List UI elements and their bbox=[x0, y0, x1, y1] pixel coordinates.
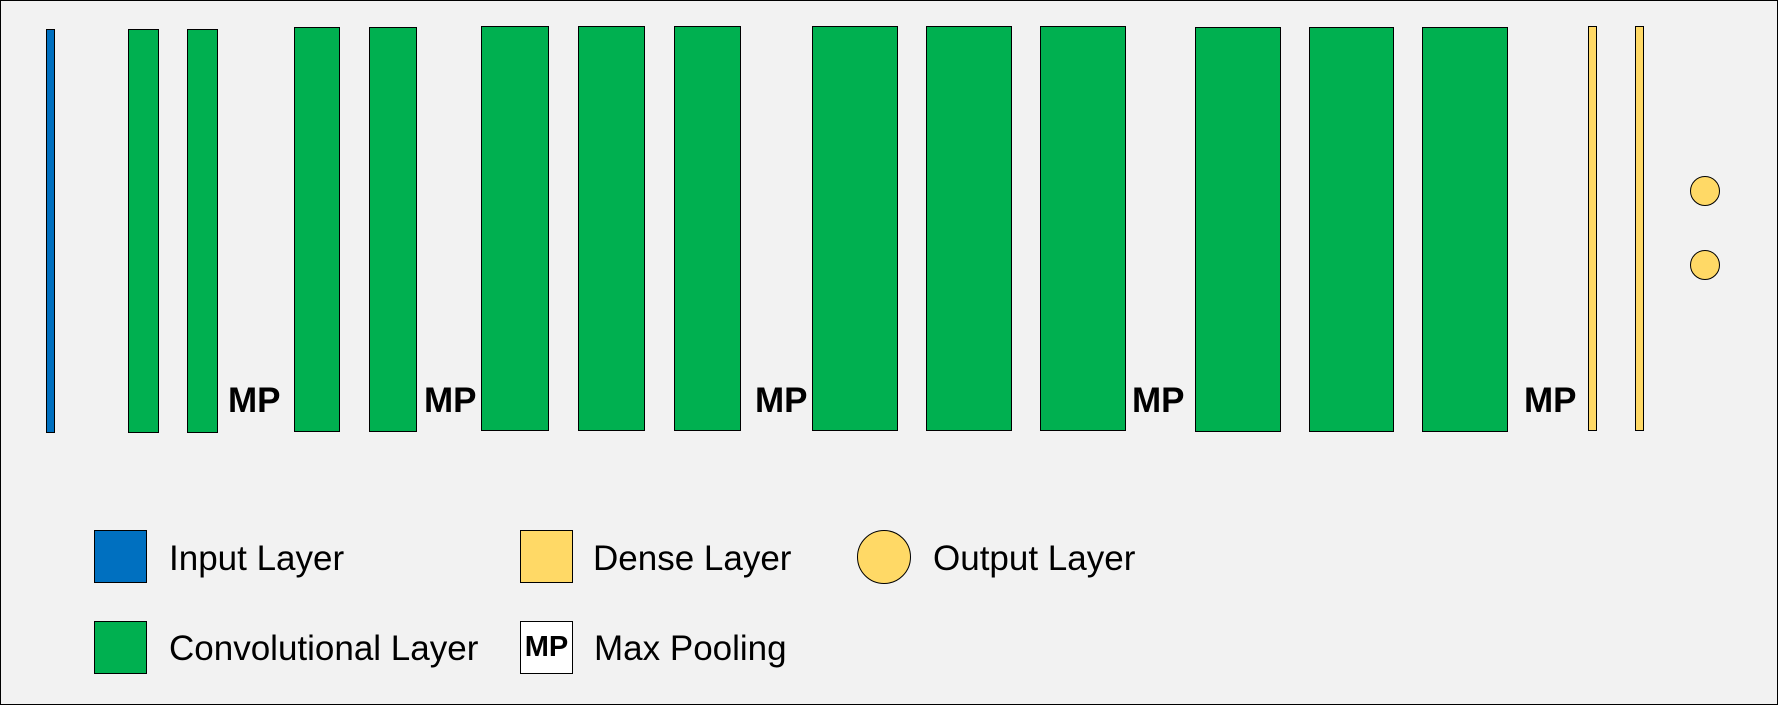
dense-layer bbox=[1588, 26, 1597, 431]
conv-layer bbox=[812, 26, 898, 431]
legend-dense-swatch bbox=[520, 530, 573, 583]
max-pooling-marker: MP bbox=[228, 381, 281, 420]
conv-layer bbox=[1309, 27, 1394, 432]
conv-layer bbox=[1422, 27, 1508, 432]
max-pooling-marker: MP bbox=[755, 381, 808, 420]
conv-layer bbox=[481, 26, 549, 431]
output-unit bbox=[1690, 176, 1720, 206]
legend-conv-label: Convolutional Layer bbox=[169, 629, 479, 668]
dense-layer bbox=[1635, 26, 1644, 431]
legend-output-label: Output Layer bbox=[933, 539, 1136, 578]
legend-output-swatch bbox=[857, 530, 911, 584]
legend-input-swatch bbox=[94, 530, 147, 583]
legend-maxpool-label: Max Pooling bbox=[594, 629, 787, 668]
max-pooling-marker: MP bbox=[1132, 381, 1185, 420]
output-unit bbox=[1690, 250, 1720, 280]
conv-layer bbox=[128, 29, 159, 433]
conv-layer bbox=[187, 29, 218, 433]
conv-layer bbox=[578, 26, 645, 431]
legend-input-label: Input Layer bbox=[169, 539, 345, 578]
conv-layer bbox=[1040, 26, 1126, 431]
conv-layer bbox=[294, 27, 340, 432]
conv-layer bbox=[1195, 27, 1281, 432]
conv-layer bbox=[674, 26, 741, 431]
conv-layer bbox=[926, 26, 1012, 431]
legend-maxpool-swatch: MP bbox=[520, 621, 573, 674]
legend-conv-swatch bbox=[94, 621, 147, 674]
input-layer bbox=[46, 29, 55, 433]
conv-layer bbox=[369, 27, 417, 432]
legend-dense-label: Dense Layer bbox=[593, 539, 792, 578]
max-pooling-marker: MP bbox=[424, 381, 477, 420]
max-pooling-marker: MP bbox=[1524, 381, 1577, 420]
